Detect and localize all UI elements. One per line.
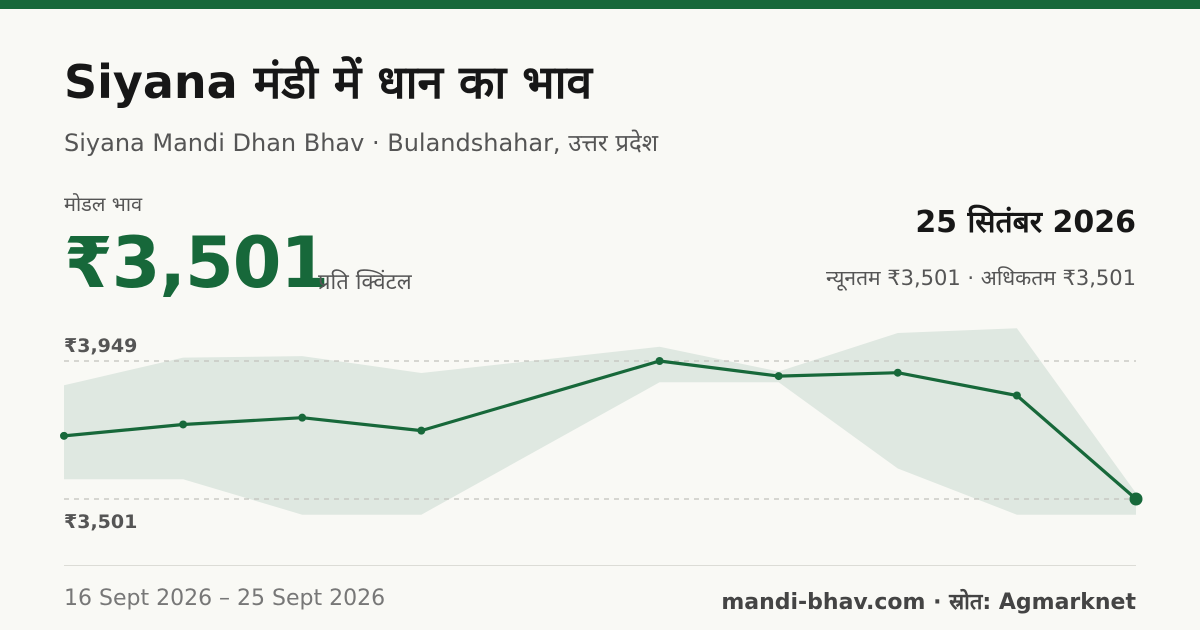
footer-divider <box>64 565 1136 566</box>
data-point <box>417 426 426 435</box>
price-unit: प्रति क्विंटल <box>318 270 412 295</box>
page-subtitle: Siyana Mandi Dhan Bhav · Bulandshahar, उ… <box>64 129 659 157</box>
data-point <box>60 431 68 440</box>
data-point <box>774 372 783 381</box>
page-title: Siyana मंडी में धान का भाव <box>64 55 593 109</box>
y-tick-label: ₹3,949 <box>64 335 137 357</box>
modal-price-value: ₹3,501 <box>64 222 329 304</box>
data-point <box>655 357 664 365</box>
data-point <box>893 368 902 377</box>
data-point <box>1012 391 1021 400</box>
data-source: mandi-bhav.com · स्रोत: Agmarknet <box>721 590 1136 615</box>
y-tick-label: ₹3,501 <box>64 511 137 533</box>
date-period: 16 Sept 2026 – 25 Sept 2026 <box>64 586 386 611</box>
data-point <box>298 413 307 422</box>
price-date: 25 सितंबर 2026 <box>915 205 1136 240</box>
modal-price-label: मोडल भाव <box>64 192 143 216</box>
min-max-range: न्यूनतम ₹3,501 · अधिकतम ₹3,501 <box>826 266 1136 290</box>
latest-data-point <box>1129 492 1143 506</box>
top-accent-bar <box>0 0 1200 9</box>
data-point <box>179 420 188 429</box>
